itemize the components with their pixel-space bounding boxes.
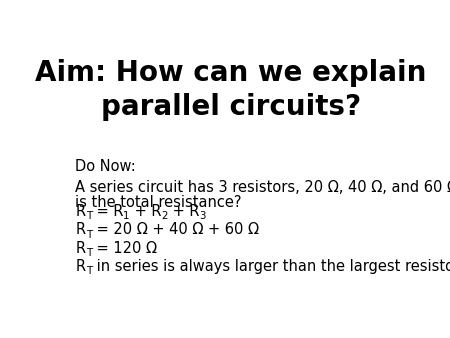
Text: = R: = R: [92, 204, 123, 219]
Text: T: T: [86, 211, 92, 221]
Text: is the total resistance?: is the total resistance?: [76, 195, 242, 211]
Text: R: R: [76, 222, 86, 238]
Text: T: T: [86, 266, 92, 276]
Text: R: R: [76, 259, 86, 274]
Text: 1: 1: [123, 211, 130, 221]
Text: 3: 3: [199, 211, 206, 221]
Text: Do Now:: Do Now:: [76, 159, 136, 174]
Text: in series is always larger than the largest resistor!: in series is always larger than the larg…: [92, 259, 450, 274]
Text: R: R: [76, 241, 86, 256]
Text: R: R: [76, 204, 86, 219]
Text: = 20 Ω + 40 Ω + 60 Ω: = 20 Ω + 40 Ω + 60 Ω: [92, 222, 259, 238]
Text: = 120 Ω: = 120 Ω: [92, 241, 157, 256]
Text: + R: + R: [168, 204, 199, 219]
Text: T: T: [86, 248, 92, 258]
Text: + R: + R: [130, 204, 161, 219]
Text: T: T: [86, 230, 92, 240]
Text: A series circuit has 3 resistors, 20 Ω, 40 Ω, and 60 Ω. What: A series circuit has 3 resistors, 20 Ω, …: [76, 180, 450, 195]
Text: 2: 2: [161, 211, 168, 221]
Text: Aim: How can we explain
parallel circuits?: Aim: How can we explain parallel circuit…: [35, 59, 426, 121]
